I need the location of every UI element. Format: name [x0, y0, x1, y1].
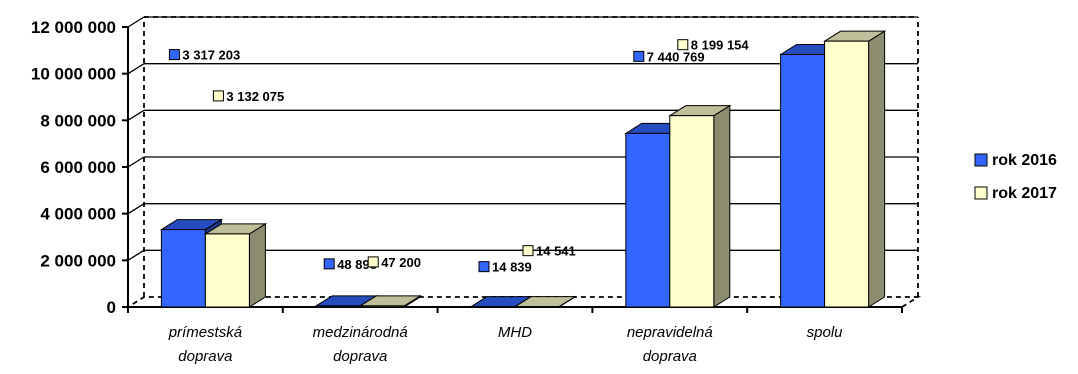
data-label: 14 541: [536, 244, 576, 259]
y-tick-label: 8 000 000: [40, 111, 116, 130]
x-tick-label: doprava: [333, 348, 387, 365]
data-label: 14 839: [492, 260, 532, 275]
bar-side: [714, 106, 730, 307]
data-label-marker: [169, 50, 179, 60]
x-tick-label: doprava: [178, 348, 232, 365]
y-tick-label: 12 000 000: [31, 18, 116, 37]
bar-side: [249, 224, 265, 307]
data-label-marker: [213, 91, 223, 101]
gridline-side: [128, 204, 144, 214]
bar-side: [869, 31, 885, 307]
legend-label: rok 2017: [992, 185, 1057, 202]
bar: [360, 306, 404, 307]
y-tick-label: 10 000 000: [31, 65, 116, 84]
data-label-marker: [324, 259, 334, 269]
data-label: 47 200: [381, 255, 421, 270]
x-tick-label: MHD: [498, 324, 532, 341]
y-tick-label: 2 000 000: [40, 251, 116, 270]
data-label-marker: [678, 40, 688, 50]
bar: [670, 116, 714, 307]
data-label: 8 199 154: [691, 38, 750, 53]
x-tick-label: spolu: [807, 324, 844, 341]
x-tick-label: prímestská: [168, 324, 242, 341]
gridline-side: [128, 17, 144, 27]
bar: [626, 133, 670, 307]
gridline-side: [128, 250, 144, 260]
bar: [825, 41, 869, 307]
data-label-marker: [479, 262, 489, 272]
legend-swatch: [975, 154, 987, 166]
data-label-marker: [634, 51, 644, 61]
bar: [781, 54, 825, 307]
x-tick-label: doprava: [643, 348, 697, 365]
y-tick-label: 4 000 000: [40, 205, 116, 224]
data-label: 10 821 709: [802, 0, 867, 2]
data-label-marker: [523, 246, 533, 256]
gridline-side: [128, 110, 144, 120]
gridline-side: [128, 157, 144, 167]
data-label: 3 317 203: [182, 48, 240, 63]
x-tick-label: medzinárodná: [313, 324, 408, 341]
bar: [161, 230, 205, 307]
legend-swatch: [975, 187, 987, 199]
data-label-marker: [368, 257, 378, 267]
legend-label: rok 2016: [992, 152, 1057, 169]
x-tick-label: nepravidelná: [627, 324, 713, 341]
bar: [205, 234, 249, 307]
y-tick-label: 6 000 000: [40, 158, 116, 177]
data-label: 3 132 075: [226, 89, 284, 104]
bar: [316, 306, 360, 307]
y-tick-label: 0: [107, 298, 116, 317]
gridline-side: [128, 64, 144, 74]
